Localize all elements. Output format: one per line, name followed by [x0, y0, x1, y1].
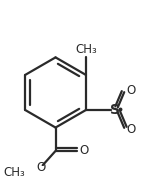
Text: O: O — [127, 123, 136, 136]
Text: S: S — [110, 103, 120, 117]
Text: O: O — [127, 84, 136, 97]
Text: CH₃: CH₃ — [4, 166, 26, 179]
Text: CH₃: CH₃ — [75, 43, 97, 56]
Text: O: O — [36, 161, 46, 174]
Text: O: O — [80, 144, 89, 157]
